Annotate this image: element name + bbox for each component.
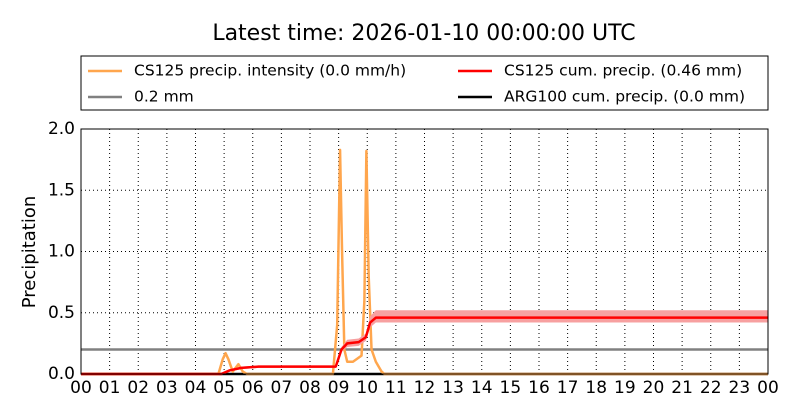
x-tick-label: 14 <box>471 378 493 398</box>
x-tick-label: 16 <box>528 378 550 398</box>
x-tick-label: 07 <box>271 378 293 398</box>
y-axis-label: Precipitation <box>19 196 40 309</box>
x-tick-label: 23 <box>729 378 751 398</box>
y-tick-label: 0.0 <box>48 364 75 384</box>
x-tick-label: 22 <box>700 378 722 398</box>
x-tick-label: 18 <box>585 378 607 398</box>
legend-label: CS125 cum. precip. (0.46 mm) <box>504 62 742 80</box>
uncertainty-band <box>81 310 768 374</box>
y-tick-label: 1.5 <box>48 180 75 200</box>
x-tick-label: 08 <box>299 378 321 398</box>
x-tick-label: 13 <box>442 378 464 398</box>
x-tick-label: 09 <box>328 378 350 398</box>
series-line <box>81 148 768 376</box>
x-tick-label: 10 <box>356 378 378 398</box>
x-tick-label: 15 <box>500 378 522 398</box>
y-tick-label: 0.5 <box>48 303 75 323</box>
legend-label: 0.2 mm <box>134 88 194 106</box>
x-tick-label: 02 <box>127 378 149 398</box>
x-tick-label: 04 <box>185 378 207 398</box>
x-tick-label: 03 <box>156 378 178 398</box>
legend-box <box>80 55 769 111</box>
x-tick-label: 19 <box>614 378 636 398</box>
chart-title: Latest time: 2026-01-10 00:00:00 UTC <box>212 21 635 46</box>
y-tick-label: 1.0 <box>48 242 75 262</box>
x-tick-label: 20 <box>643 378 665 398</box>
x-tick-label: 01 <box>99 378 121 398</box>
x-tick-label: 12 <box>414 378 436 398</box>
plot-frame <box>80 128 769 375</box>
x-tick-label: 00 <box>70 378 92 398</box>
x-tick-label: 17 <box>557 378 579 398</box>
y-tick-label: 2.0 <box>48 119 75 139</box>
series-line <box>81 316 768 376</box>
x-tick-label: 05 <box>213 378 235 398</box>
x-tick-label: 21 <box>671 378 693 398</box>
legend-label: ARG100 cum. precip. (0.0 mm) <box>504 88 745 106</box>
legend-label: CS125 precip. intensity (0.0 mm/h) <box>134 62 406 80</box>
x-tick-label: 11 <box>385 378 407 398</box>
x-tick-label: 00 <box>757 378 779 398</box>
x-tick-label: 06 <box>242 378 264 398</box>
